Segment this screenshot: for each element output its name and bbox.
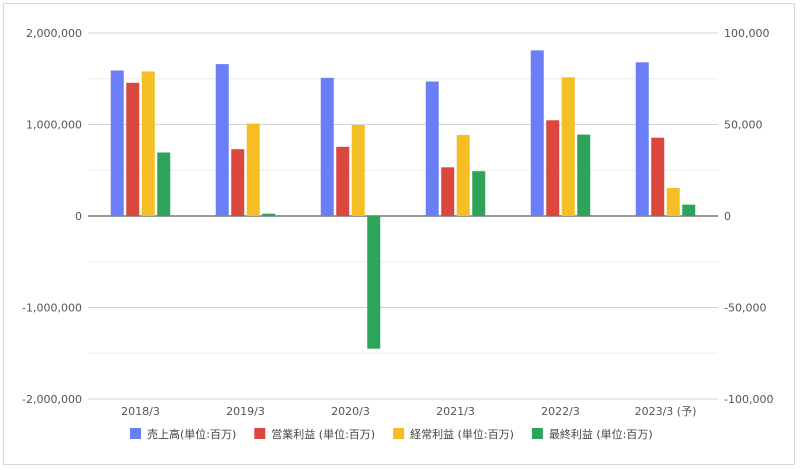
bar — [157, 152, 171, 216]
legend-label: 最終利益 (単位:百万) — [549, 427, 653, 441]
bar — [635, 62, 649, 216]
bar — [530, 50, 544, 217]
bar — [110, 70, 124, 216]
legend-swatch — [393, 428, 405, 439]
bar — [472, 171, 486, 216]
legend-swatch — [254, 428, 266, 439]
right-axis-tick-label: 50,000 — [724, 119, 763, 132]
right-axis-tick-label: 100,000 — [724, 27, 770, 40]
bars — [110, 50, 696, 349]
bar — [336, 146, 350, 216]
legend-label: 経常利益 (単位:百万) — [410, 427, 514, 441]
legend-swatch — [531, 428, 543, 439]
left-axis-tick-label: 2,000,000 — [26, 27, 82, 40]
bar — [367, 216, 381, 349]
bar — [425, 81, 439, 217]
bar — [651, 137, 665, 216]
x-axis-tick-label: 2018/3 — [121, 405, 160, 418]
bar — [561, 77, 575, 216]
bar — [666, 188, 680, 216]
x-axis-tick-label: 2019/3 — [226, 405, 265, 418]
bar — [577, 134, 591, 216]
bar — [141, 71, 155, 217]
left-axis-tick-label: -2,000,000 — [22, 393, 82, 406]
left-axis-tick-label: 0 — [75, 210, 82, 223]
bar — [246, 123, 260, 216]
x-axis-tick-label: 2023/3 (予) — [635, 405, 697, 418]
bar — [126, 82, 140, 216]
bar — [456, 134, 470, 216]
bar — [320, 77, 334, 217]
legend-label: 売上高(単位:百万) — [147, 427, 236, 441]
legend-label: 営業利益 (単位:百万) — [271, 427, 375, 441]
legend-swatch — [130, 428, 141, 439]
bar — [682, 204, 696, 216]
right-axis-tick-label: 0 — [724, 210, 731, 223]
gridlines — [88, 32, 718, 400]
bar — [262, 213, 276, 216]
bar — [215, 64, 229, 216]
left-axis-tick-label: 1,000,000 — [26, 119, 82, 132]
x-axis-tick-label: 2022/3 — [541, 405, 580, 418]
tick-labels: 2,000,000 1,000,000 0 -1,000,000 -2,000,000 1… — [22, 27, 773, 418]
chart-frame: 2,000,000 1,000,000 0 -1,000,000 -2,000,000 1… — [3, 3, 795, 465]
right-axis-tick-label: -50,000 — [724, 302, 766, 315]
left-axis-tick-label: -1,000,000 — [22, 302, 82, 315]
x-axis-tick-label: 2020/3 — [331, 405, 370, 418]
bar-chart: 2,000,000 1,000,000 0 -1,000,000 -2,000,000 1… — [22, 27, 773, 441]
bar — [546, 120, 560, 216]
bar — [351, 125, 365, 216]
bar — [231, 149, 245, 216]
legend: 売上高(単位:百万) 営業利益 (単位:百万) 経常利益 (単位:百万) 最終利益 (… — [130, 427, 653, 441]
x-axis-tick-label: 2021/3 — [436, 405, 475, 418]
bar — [441, 167, 455, 216]
right-axis-tick-label: -100,000 — [724, 393, 773, 406]
